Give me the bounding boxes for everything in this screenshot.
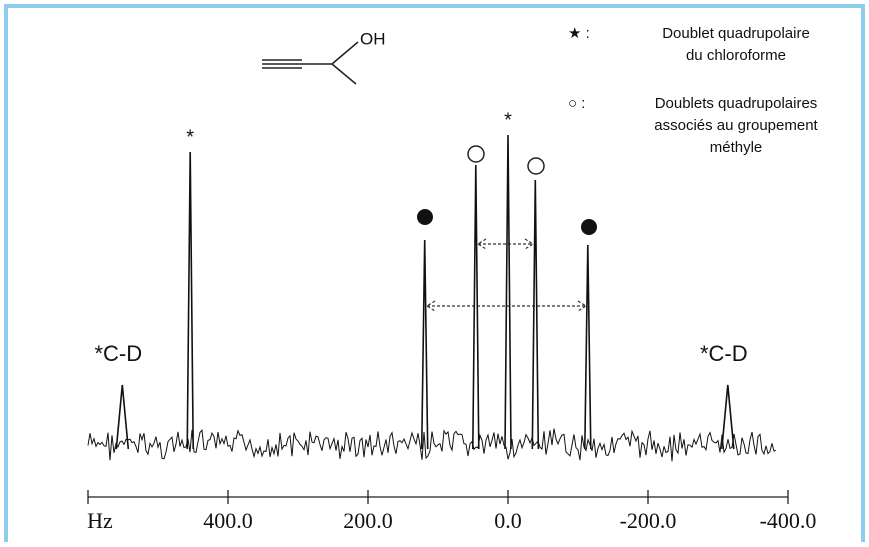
peak	[504, 134, 512, 450]
peak	[721, 384, 735, 450]
peak	[472, 164, 480, 450]
molecule	[262, 41, 359, 85]
open-circle	[527, 157, 545, 175]
x-tick-label: -200.0	[620, 508, 677, 533]
peak-label: *C-D	[94, 341, 142, 366]
x-tick-label: 400.0	[203, 508, 253, 533]
filled-circle	[417, 209, 433, 225]
peak	[584, 244, 592, 450]
filled-circle	[581, 219, 597, 235]
open-circle	[467, 145, 485, 163]
legend-text: associés au groupement	[654, 117, 818, 134]
legend-text: Doublet quadrupolaire	[662, 25, 810, 42]
legend-text: Doublets quadrupolaires	[655, 95, 818, 112]
frame	[4, 4, 865, 547]
x-axis-label: Hz	[87, 508, 113, 533]
x-tick-label: 0.0	[494, 508, 522, 533]
x-tick-label: 200.0	[343, 508, 393, 533]
peak-label: *	[504, 109, 512, 131]
peak-label: *	[186, 126, 194, 148]
splitting-arrows	[425, 238, 588, 312]
molecule-label: OH	[360, 29, 386, 48]
legend-text: méthyle	[710, 139, 763, 156]
peak	[115, 384, 130, 450]
x-tick-label: -400.0	[760, 508, 817, 533]
peak-label: *C-D	[700, 341, 748, 366]
legend-symbol: ○ :	[568, 95, 585, 112]
peak	[420, 239, 429, 450]
baseline-noise	[87, 428, 777, 462]
legend-symbol: ★ :	[568, 25, 590, 42]
peak	[186, 151, 194, 450]
legend-text: du chloroforme	[686, 47, 786, 64]
peak	[531, 179, 540, 450]
